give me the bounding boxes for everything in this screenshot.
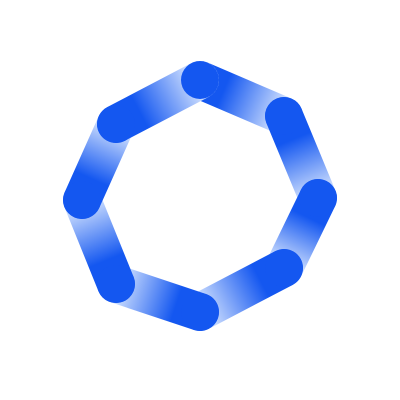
spinner-segment-cap [181,293,219,331]
spinner-segment-cap [265,249,303,287]
spinner-segment-cap [299,179,337,217]
spinner-segment-cap [265,97,303,135]
spinner-segment-cap [181,61,219,99]
spinner-segment-cap [97,105,135,143]
spinner-segment-cap [63,181,101,219]
spinner-segment-cap [97,265,135,303]
spinner-segments [63,61,337,331]
